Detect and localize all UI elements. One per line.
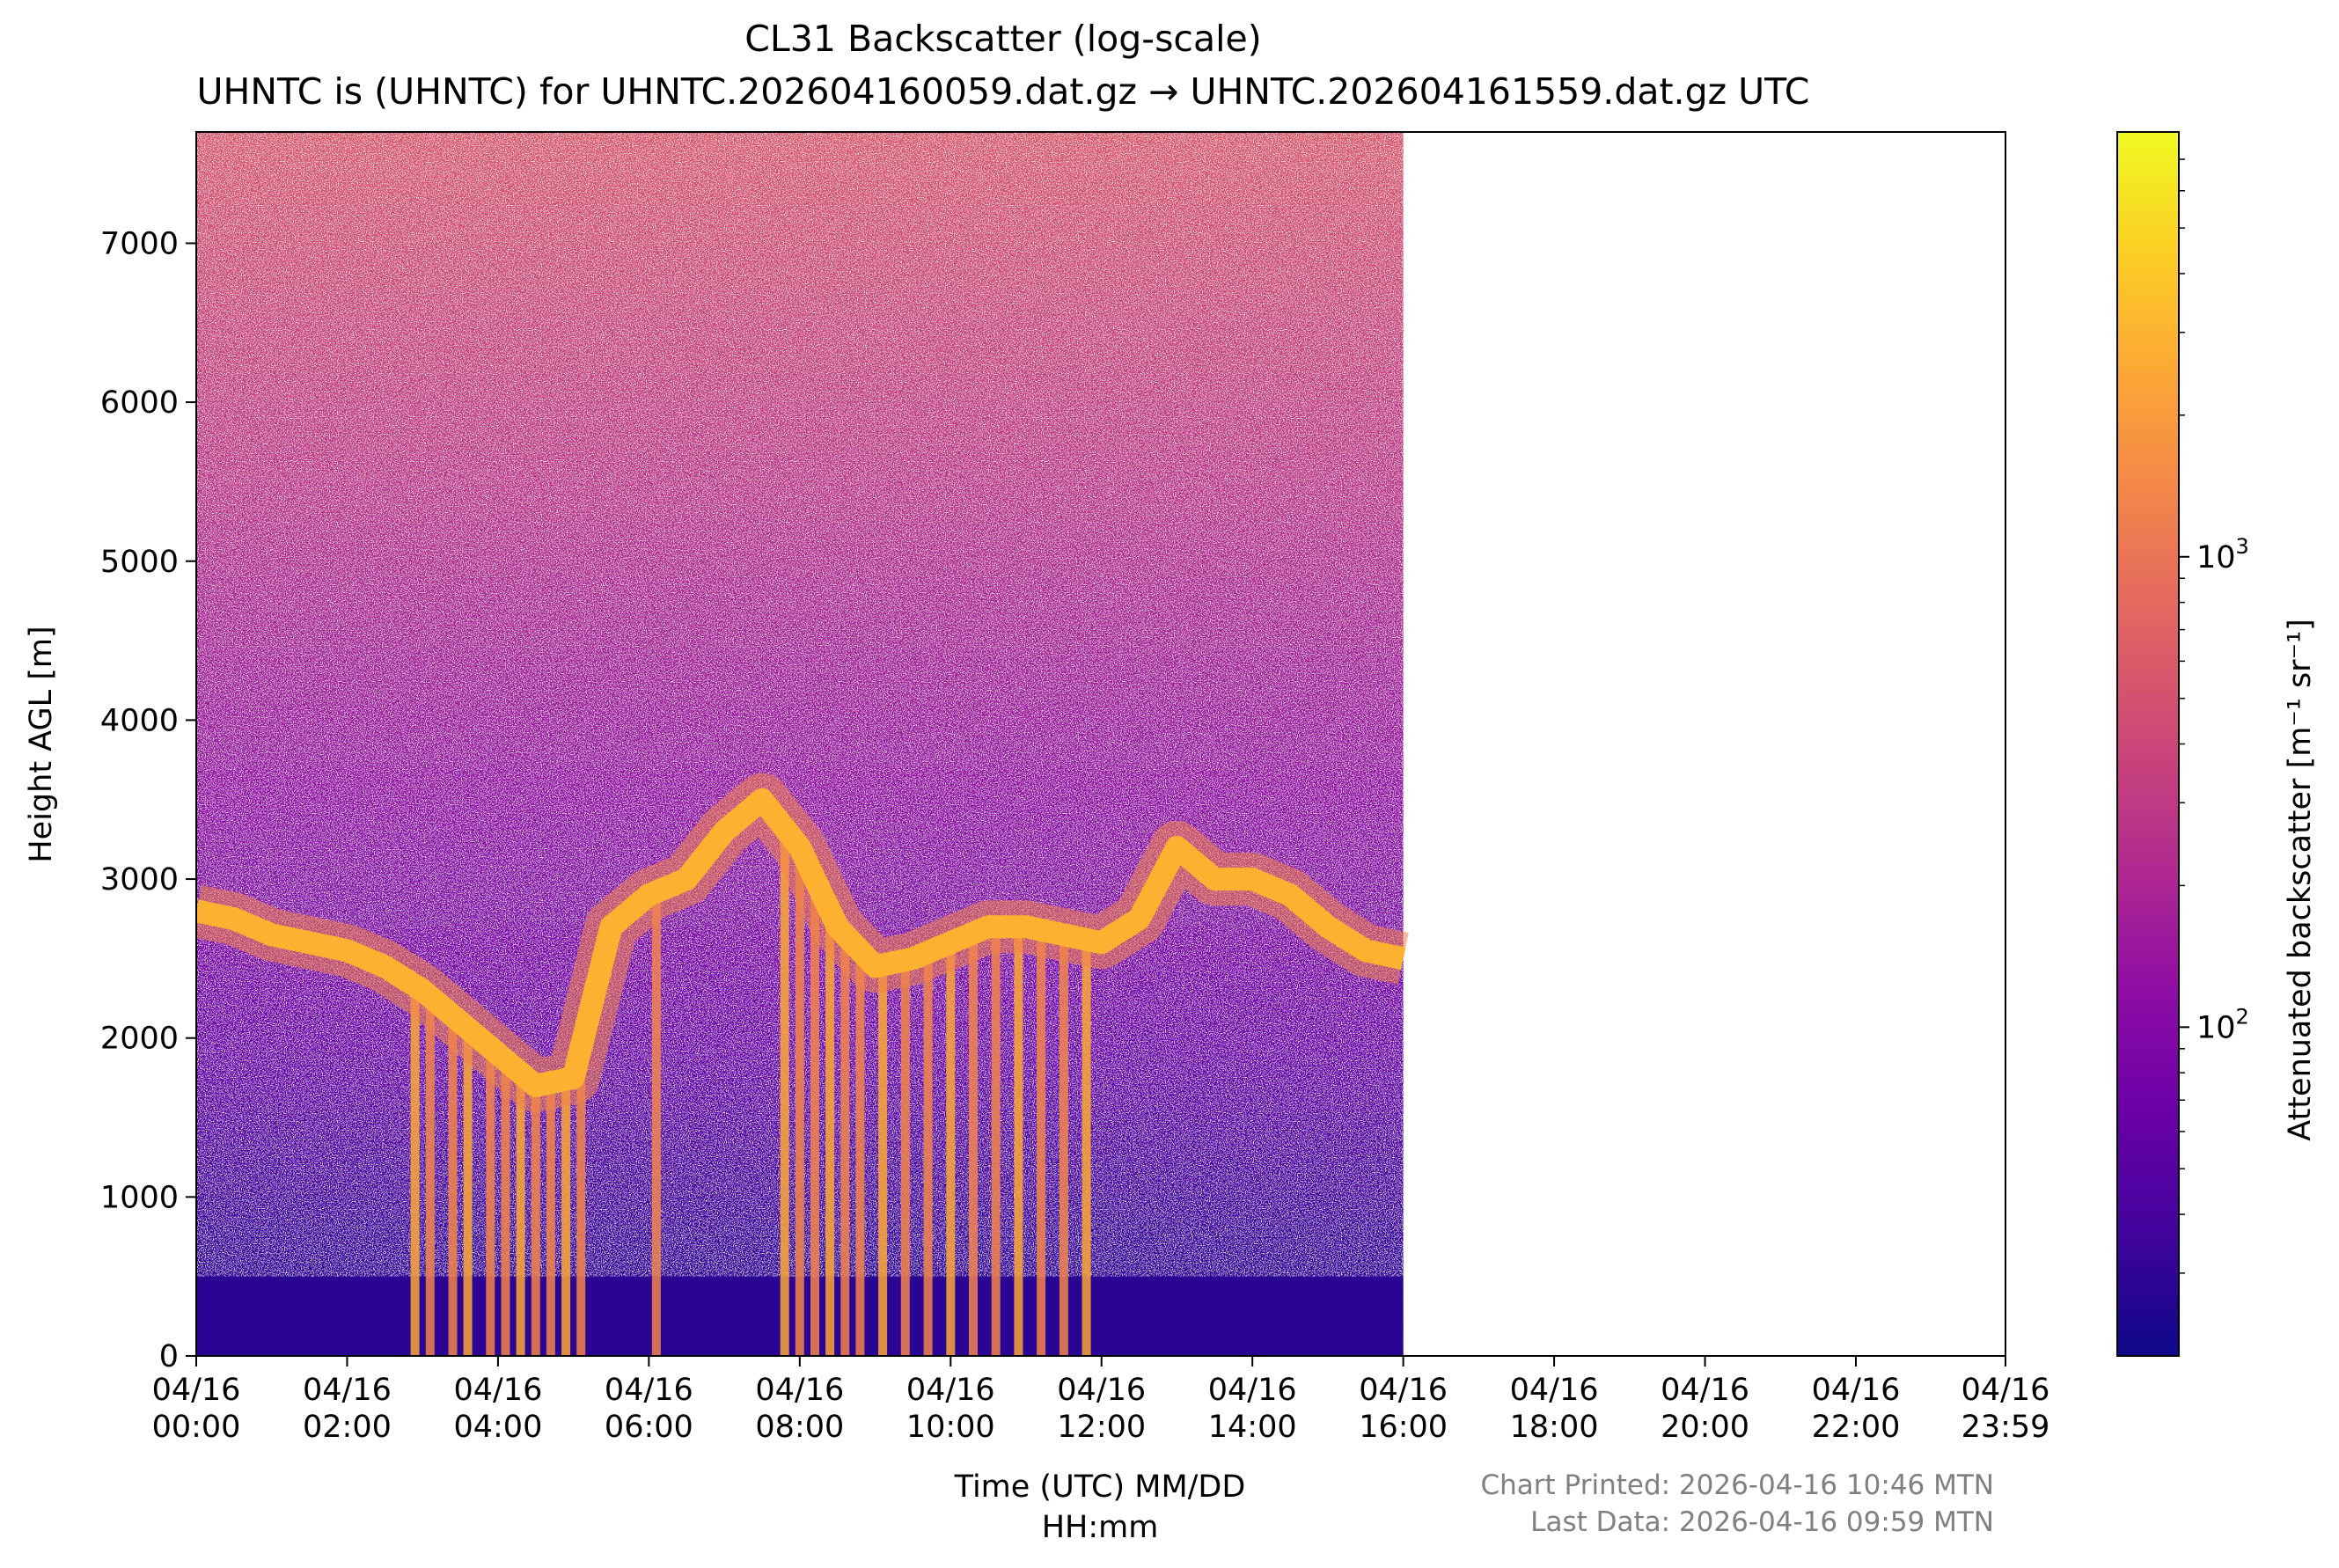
x-tick-label-date: 04/16	[605, 1373, 693, 1408]
fall-streak-column	[900, 960, 910, 1356]
fall-streak-column	[410, 985, 420, 1356]
x-tick-label-date: 04/16	[152, 1373, 241, 1408]
x-tick-label-time: 08:00	[755, 1410, 844, 1445]
x-tick-label-time: 14:00	[1208, 1410, 1297, 1445]
chart-title: CL31 Backscatter (log-scale)	[744, 18, 1262, 60]
x-tick-label-time: 23:59	[1961, 1410, 2050, 1445]
fall-streak-column	[825, 911, 835, 1356]
x-tick-label-time: 04:00	[453, 1410, 542, 1445]
x-tick-label-date: 04/16	[906, 1373, 995, 1408]
x-tick-label-date: 04/16	[1359, 1373, 1448, 1408]
cloud-columns	[410, 828, 1091, 1356]
chart-subtitle: UHNTC is (UHNTC) for UHNTC.202604160059.…	[196, 70, 1810, 113]
chart-printed-timestamp: Chart Printed: 2026-04-16 10:46 MTN	[1480, 1469, 1994, 1501]
x-tick-label-date: 04/16	[303, 1373, 392, 1408]
fall-streak-column	[516, 1073, 525, 1356]
x-tick-label-time: 10:00	[906, 1410, 995, 1445]
plot-area	[196, 132, 1409, 1356]
fall-streak-column	[448, 1015, 458, 1356]
fall-streak-column	[576, 1047, 586, 1356]
x-tick-label-time: 22:00	[1812, 1410, 1901, 1445]
y-tick-label: 7000	[100, 226, 179, 261]
x-tick-label-time: 12:00	[1057, 1410, 1146, 1445]
x-tick-label-time: 06:00	[605, 1410, 693, 1445]
colorbar-tick-label: 102	[2196, 1004, 2249, 1045]
fall-streak-column	[531, 1085, 540, 1356]
fall-streak-column	[840, 934, 850, 1356]
fall-streak-column	[946, 942, 956, 1356]
y-tick-label: 1000	[100, 1180, 179, 1215]
colorbar-tick-label: 103	[2196, 534, 2249, 575]
fall-streak-column	[923, 952, 933, 1356]
x-tick-label-date: 04/16	[1961, 1373, 2050, 1408]
y-tick-label: 0	[159, 1339, 179, 1374]
x-tick-label-date: 04/16	[1510, 1373, 1599, 1408]
y-tick-label: 5000	[100, 545, 179, 580]
x-axis-label: Time (UTC) MM/DD	[954, 1469, 1246, 1505]
x-tick-label-time: 16:00	[1359, 1410, 1448, 1445]
y-axis: 0 1000 2000 3000 4000 5000 6000 7000	[100, 226, 196, 1374]
fall-streak-column	[795, 846, 804, 1356]
x-tick-label-date: 04/16	[453, 1373, 542, 1408]
fall-streak-column	[855, 950, 865, 1356]
fall-streak-column	[878, 964, 888, 1356]
y-tick-label: 2000	[100, 1022, 179, 1057]
colorbar	[2116, 131, 2180, 1357]
x-tick-label-time: 20:00	[1661, 1410, 1749, 1445]
x-tick-label-date: 04/16	[755, 1373, 844, 1408]
x-tick-label-date: 04/16	[1812, 1373, 1901, 1408]
fall-streak-column	[1082, 939, 1091, 1356]
x-tick-label-date: 04/16	[1208, 1373, 1297, 1408]
x-tick-label-time: 02:00	[303, 1410, 392, 1445]
fall-streak-column	[991, 927, 1001, 1356]
fall-streak-column	[1059, 934, 1068, 1356]
fall-streak-column	[1037, 929, 1046, 1356]
last-data-timestamp: Last Data: 2026-04-16 09:59 MTN	[1530, 1506, 1994, 1538]
fall-streak-column	[969, 933, 978, 1356]
x-axis-label-line2: HH:mm	[1041, 1510, 1159, 1545]
x-tick-label-time: 18:00	[1510, 1410, 1599, 1445]
cloud-layer-core	[196, 788, 1406, 1097]
fall-streak-column	[463, 1028, 473, 1356]
x-tick-label-date: 04/16	[1661, 1373, 1749, 1408]
colorbar-label: Attenuated backscatter [m⁻¹ sr⁻¹]	[2283, 619, 2318, 1141]
fall-streak-column	[810, 879, 819, 1356]
y-tick-label: 6000	[100, 385, 179, 421]
x-tick-label-date: 04/16	[1057, 1373, 1146, 1408]
fall-streak-column	[546, 1082, 555, 1356]
x-axis: 04/1600:0004/1602:0004/1604:0004/1606:00…	[152, 1356, 2050, 1445]
fall-streak-column	[780, 828, 789, 1356]
fall-streak-column	[561, 1079, 571, 1356]
fall-streak-column	[1014, 927, 1023, 1356]
fall-streak-column	[651, 891, 661, 1356]
x-tick-label-time: 00:00	[152, 1410, 241, 1445]
fall-streak-column	[425, 996, 435, 1356]
colorbar-ticks: 102 103	[2179, 158, 2249, 1274]
y-tick-label: 4000	[100, 703, 179, 738]
y-tick-label: 3000	[100, 862, 179, 898]
fall-streak-column	[486, 1047, 495, 1356]
fall-streak-column	[501, 1060, 510, 1356]
y-axis-label: Height AGL [m]	[24, 626, 59, 862]
